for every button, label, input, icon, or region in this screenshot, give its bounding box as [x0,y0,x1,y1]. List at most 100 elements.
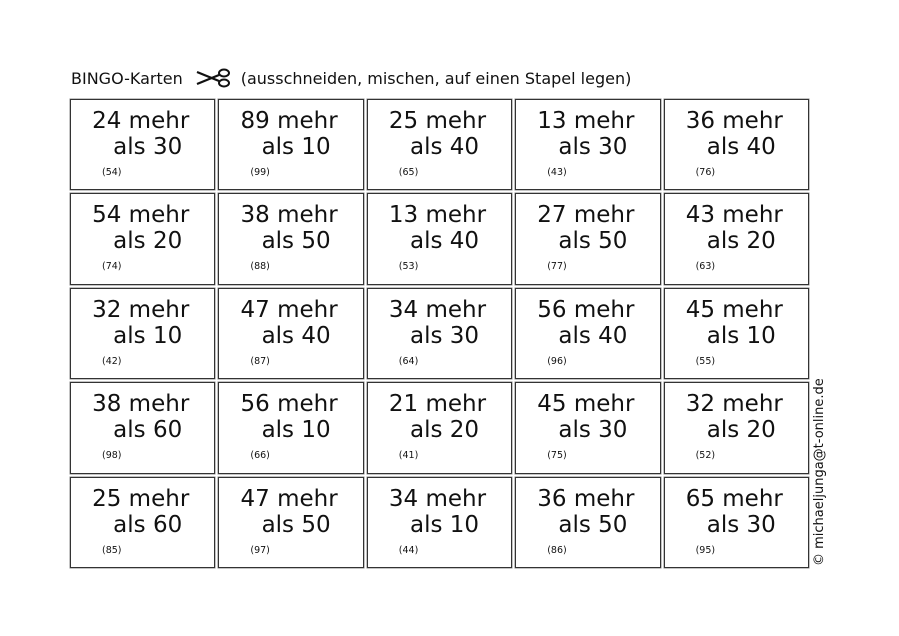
bingo-card: 24 mehr als 30 (54) [70,99,216,191]
bingo-card-grid: 24 mehr als 30 (54) 89 mehr als 10 (99) 25… [70,99,809,568]
card-line1: 47 mehr [240,485,338,512]
bingo-card: 21 mehr als 20 (41) [366,382,513,474]
card-result: (96) [547,355,567,367]
card-result: (97) [250,544,270,556]
copyright: © michaeljunga@t-online.de [812,378,827,566]
card-line2: als 20 [706,228,776,255]
bingo-card: 45 mehr als 30 (75) [515,382,661,474]
card-line2: als 30 [113,134,183,160]
bingo-card: 38 mehr als 60 (98) [70,382,216,474]
page-title: BINGO-Karten [71,68,183,88]
card-line2: als 40 [409,134,480,160]
card-line1: 43 mehr [685,202,783,229]
bingo-card: 38 mehr als 50 (88) [218,193,364,285]
bingo-card: 34 mehr als 30 (64) [366,287,513,380]
card-line1: 89 mehr [240,108,338,134]
card-line1: 45 mehr [537,391,635,418]
card-line1: 47 mehr [240,296,338,323]
card-line1: 56 mehr [537,296,635,323]
card-line2: als 40 [409,228,480,255]
bingo-card: 34 mehr als 10 (44) [366,476,513,568]
card-line2: als 30 [409,322,480,349]
card-result: (86) [547,544,567,556]
card-line2: als 30 [558,134,628,160]
card-line2: als 20 [706,417,776,444]
card-line1: 21 mehr [388,391,487,418]
card-line2: als 10 [409,511,480,538]
card-result: (64) [398,355,419,367]
card-line2: als 30 [558,417,628,444]
bingo-card: 25 mehr als 60 (85) [70,476,216,568]
bingo-card: 45 mehr als 10 (55) [663,287,809,380]
bingo-card: 36 mehr als 50 (86) [515,476,661,568]
bingo-card: 27 mehr als 50 (77) [515,193,661,285]
bingo-card: 43 mehr als 20 (63) [663,193,809,285]
card-line1: 24 mehr [92,108,190,134]
bingo-card: 32 mehr als 10 (42) [70,287,216,380]
card-line2: als 60 [113,511,183,538]
card-result: (43) [547,167,567,178]
card-line2: als 20 [113,228,183,255]
scissors-icon [196,68,230,88]
card-line2: als 30 [706,511,776,538]
card-line1: 25 mehr [388,108,487,134]
card-line1: 27 mehr [537,202,635,229]
card-result: (53) [398,261,419,273]
card-result: (44) [398,544,419,556]
bingo-card: 32 mehr als 20 (52) [663,382,809,474]
card-line1: 32 mehr [92,296,190,323]
card-line2: als 50 [261,511,331,538]
instructions: (ausschneiden, mischen, auf einen Stapel… [240,68,632,88]
bingo-card: 56 mehr als 40 (96) [515,287,661,380]
card-result: (77) [547,261,567,273]
card-result: (54) [102,167,122,178]
card-result: (66) [250,450,270,462]
bingo-card: 13 mehr als 40 (53) [366,193,513,285]
card-result: (98) [102,450,122,462]
card-result: (63) [695,261,716,273]
card-line1: 25 mehr [92,485,190,512]
card-line1: 13 mehr [388,202,487,229]
card-result: (85) [102,544,122,556]
card-result: (87) [250,355,270,367]
card-line2: als 10 [113,322,183,349]
card-line2: als 50 [261,228,331,255]
card-result: (65) [398,167,419,178]
card-result: (74) [102,261,122,273]
card-result: (95) [695,544,716,556]
card-line1: 38 mehr [92,391,190,418]
card-result: (55) [695,355,716,367]
card-result: (41) [398,450,419,462]
card-line2: als 50 [558,228,628,255]
bingo-card: 47 mehr als 50 (97) [218,476,364,568]
card-line2: als 40 [261,322,331,349]
card-result: (42) [102,355,122,367]
card-line2: als 50 [558,511,628,538]
bingo-card: 13 mehr als 30 (43) [515,99,661,191]
card-line1: 32 mehr [685,391,783,418]
card-line2: als 40 [706,134,776,160]
card-result: (88) [250,261,270,273]
header: BINGO-Karten (ausschneiden, mischen, auf… [71,68,631,88]
card-line2: als 10 [261,417,331,444]
card-line1: 36 mehr [537,485,635,512]
card-line2: als 10 [706,322,776,349]
card-result: (76) [695,167,716,178]
card-line2: als 20 [409,417,480,444]
card-line1: 45 mehr [685,296,783,323]
card-result: (52) [695,450,716,462]
card-result: (99) [250,167,270,178]
bingo-card: 25 mehr als 40 (65) [366,99,513,191]
bingo-card: 65 mehr als 30 (95) [663,476,809,568]
card-line2: als 60 [113,417,183,444]
card-line1: 34 mehr [388,485,487,512]
card-line1: 38 mehr [240,202,338,229]
card-line1: 13 mehr [537,108,635,134]
card-line2: als 10 [261,134,331,160]
card-line2: als 40 [558,322,628,349]
card-result: (75) [547,450,567,462]
bingo-card: 47 mehr als 40 (87) [218,287,364,380]
bingo-card: 89 mehr als 10 (99) [218,99,364,191]
card-line1: 65 mehr [685,485,783,512]
card-line1: 36 mehr [685,108,783,134]
